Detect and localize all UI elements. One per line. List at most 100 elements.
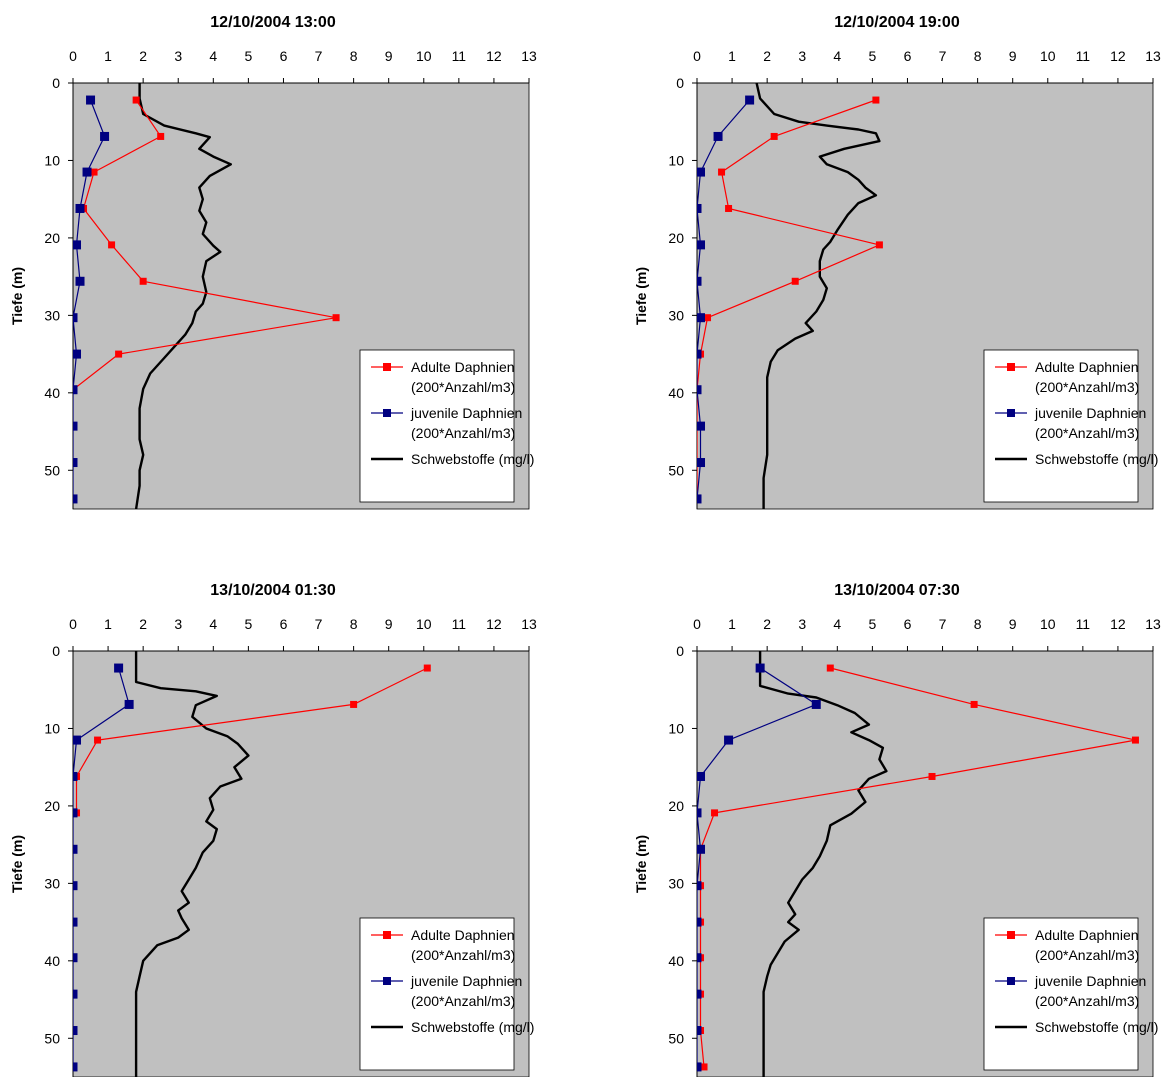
legend-label-adult: (200*Anzahl/m3) [411, 379, 515, 395]
chart-title: 12/10/2004 19:00 [834, 14, 960, 31]
legend-label-juvenile: juvenile Daphnien [1034, 405, 1146, 421]
y-tick-label: 20 [44, 798, 60, 814]
x-tick-label: 0 [69, 48, 77, 64]
data-point-adult [350, 700, 358, 708]
legend-label-adult: (200*Anzahl/m3) [1035, 379, 1139, 395]
x-tick-label: 1 [728, 616, 736, 632]
data-point-juvenile [697, 203, 702, 213]
y-tick-label: 40 [44, 385, 60, 401]
series-line-adult [697, 99, 881, 499]
x-tick-label: 10 [416, 48, 432, 64]
data-point-adult [791, 277, 799, 285]
x-tick-label: 9 [385, 616, 393, 632]
data-point-juvenile [811, 699, 821, 709]
legend-label-adult: Adulte Daphnien [411, 927, 515, 943]
data-point-juvenile [73, 313, 78, 323]
x-tick-label: 11 [452, 616, 467, 632]
legend-swatch-marker-adult [383, 931, 391, 939]
x-tick-label: 7 [939, 48, 947, 64]
x-tick-label: 10 [1040, 616, 1056, 632]
legend-label-adult: (200*Anzahl/m3) [411, 947, 515, 963]
data-point-adult [970, 700, 978, 708]
y-tick-label: 30 [668, 307, 684, 323]
data-point-juvenile [724, 735, 734, 745]
legend-box [359, 349, 515, 503]
series-line-seston [134, 651, 250, 1077]
data-layer [697, 83, 883, 509]
x-tick-label: 5 [244, 616, 252, 632]
x-tick-label: 13 [1145, 616, 1161, 632]
data-point-juvenile [697, 494, 702, 504]
x-tick-label: 10 [416, 616, 432, 632]
y-tick-label: 10 [44, 720, 60, 736]
y-axis-label: Tiefe (m) [9, 267, 25, 325]
series-line-juvenile [73, 99, 106, 499]
y-axis-label: Tiefe (m) [9, 835, 25, 893]
x-tick-label: 3 [798, 48, 806, 64]
data-point-juvenile [73, 421, 78, 431]
x-tick-label: 0 [693, 48, 701, 64]
series-line-seston [758, 651, 888, 1077]
x-tick-label: 10 [1040, 48, 1056, 64]
data-layer [73, 83, 340, 509]
y-tick-label: 30 [668, 875, 684, 891]
data-point-adult [90, 168, 98, 176]
legend-label-adult: Adulte Daphnien [1035, 927, 1139, 943]
data-point-juvenile [697, 240, 706, 250]
x-tick-label: 12 [1110, 616, 1126, 632]
x-tick-label: 5 [868, 616, 876, 632]
x-tick-label: 3 [174, 616, 182, 632]
data-point-juvenile [697, 458, 706, 468]
chart-panel-3: 13/10/2004 01:300 1 2 3 4 5 6 7 8 9 10 11 12 13010203… [9, 582, 537, 1077]
data-point-juvenile [73, 1062, 78, 1072]
y-tick-label: 10 [44, 152, 60, 168]
x-tick-label: 3 [798, 616, 806, 632]
y-tick-label: 50 [668, 1030, 684, 1046]
legend-swatch-marker-adult [383, 363, 391, 371]
data-point-juvenile [697, 808, 702, 818]
x-tick-label: 12 [486, 616, 502, 632]
x-tick-label: 8 [350, 48, 358, 64]
x-tick-label: 6 [904, 48, 912, 64]
data-point-juvenile [73, 881, 78, 891]
data-point-adult [711, 809, 719, 817]
x-tick-label: 11 [1076, 616, 1091, 632]
x-tick-label: 9 [1009, 48, 1017, 64]
x-tick-label: 8 [350, 616, 358, 632]
series-line-juvenile [697, 99, 751, 499]
x-tick-label: 9 [1009, 616, 1017, 632]
data-point-adult [157, 132, 165, 140]
x-tick-label: 0 [69, 616, 77, 632]
legend: Adulte Daphnien (200*Anzahl/m3) juvenile D… [359, 917, 534, 1071]
data-layer [697, 651, 1139, 1077]
series-line-adult [699, 667, 1137, 1067]
data-point-juvenile [73, 240, 82, 250]
data-layer [73, 651, 431, 1077]
data-point-adult [132, 96, 140, 104]
data-point-adult [872, 96, 880, 104]
data-point-adult [1131, 736, 1139, 744]
x-tick-label: 3 [174, 48, 182, 64]
y-tick-label: 0 [52, 75, 60, 91]
legend-label-juvenile: juvenile Daphnien [410, 973, 522, 989]
data-point-juvenile [73, 494, 78, 504]
data-point-juvenile [697, 771, 706, 781]
data-point-juvenile [697, 276, 702, 286]
x-tick-label: 1 [104, 48, 112, 64]
data-point-juvenile [697, 1026, 702, 1036]
legend-label-seston: Schwebstoffe (mg/l) [1035, 1019, 1158, 1035]
series-line-juvenile [73, 667, 130, 1067]
x-tick-label: 4 [833, 616, 841, 632]
x-tick-label: 9 [385, 48, 393, 64]
y-tick-label: 30 [44, 307, 60, 323]
x-tick-label: 6 [904, 616, 912, 632]
x-tick-label: 7 [315, 48, 323, 64]
data-point-juvenile [73, 1026, 78, 1036]
data-point-juvenile [713, 131, 723, 141]
data-point-juvenile [697, 917, 702, 927]
y-axis-label: Tiefe (m) [633, 267, 649, 325]
legend-label-adult: Adulte Daphnien [411, 359, 515, 375]
legend-swatch-marker-adult [1007, 931, 1015, 939]
y-tick-label: 10 [668, 720, 684, 736]
data-point-adult [704, 314, 712, 322]
